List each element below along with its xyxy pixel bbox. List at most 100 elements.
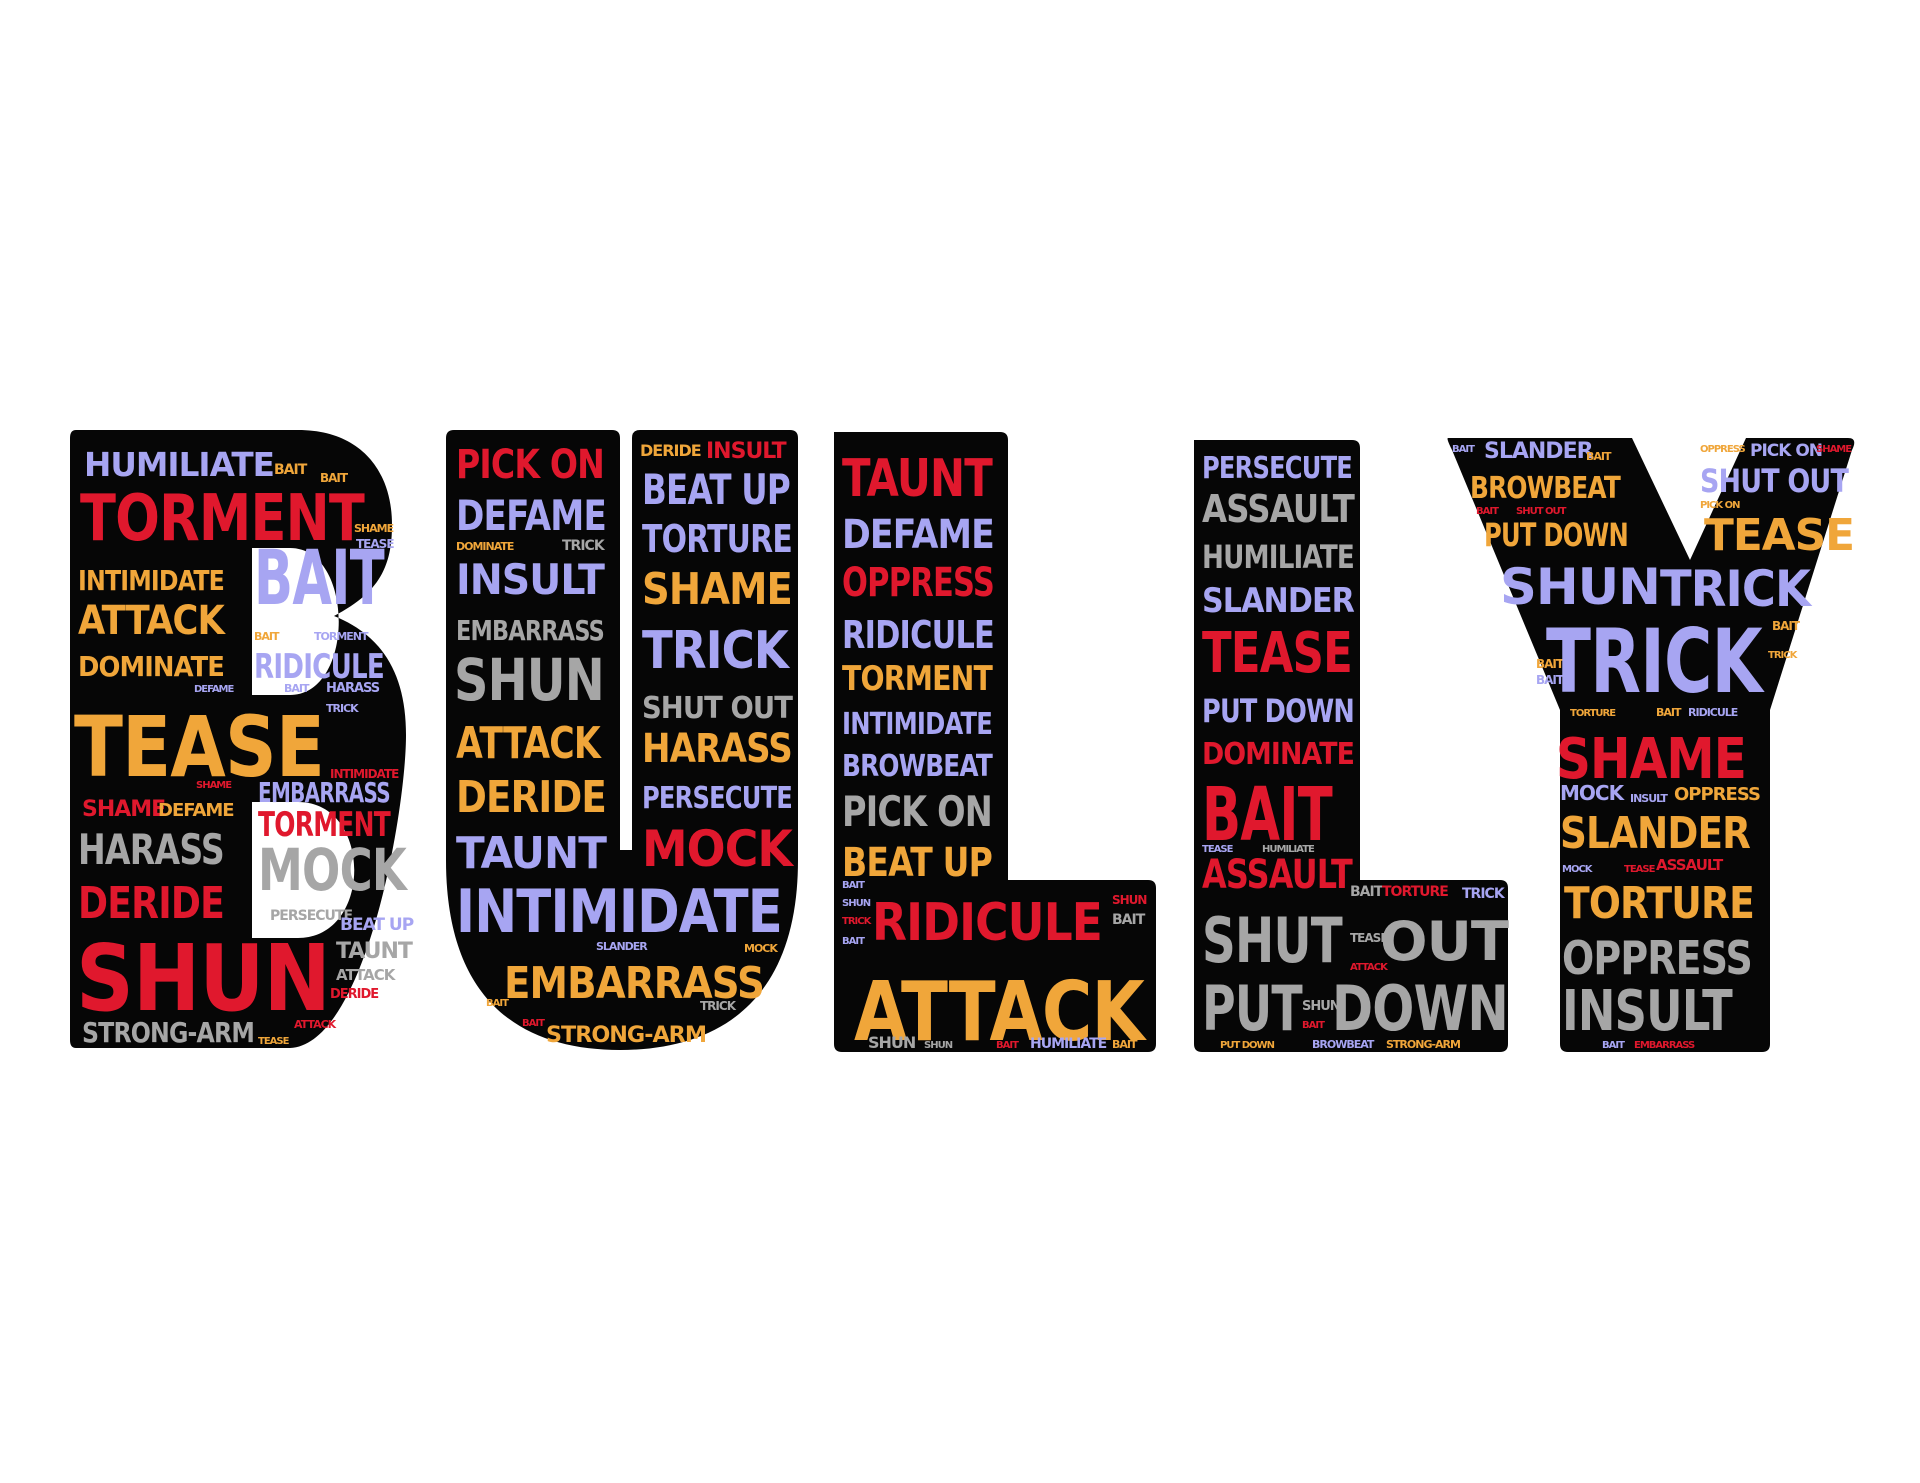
word-label: TAUNT	[336, 939, 413, 964]
word-label: SLANDER	[596, 940, 648, 953]
word-label: SHUN	[924, 1040, 953, 1051]
word-label: TRICK	[642, 621, 790, 681]
word-label: TRICK	[326, 702, 359, 715]
word-label: SHUT OUT	[1700, 462, 1849, 500]
letter-b-shape	[70, 430, 406, 1048]
word-label: TRICK	[700, 999, 737, 1013]
word-label: EMBARRASS	[258, 776, 390, 809]
word-label: PUT DOWN	[1202, 692, 1354, 730]
word-label: DOWN	[1332, 972, 1508, 1045]
word-label: BAIT	[1350, 884, 1384, 900]
word-label: SHUN	[1112, 893, 1146, 907]
word-label: INSULT	[1562, 979, 1733, 1044]
word-label: PICK ON	[842, 787, 992, 836]
word-label: MOCK	[744, 942, 778, 955]
word-label: BAIT	[486, 998, 509, 1009]
word-label: SHAME	[196, 780, 232, 791]
word-label: SLANDER	[1484, 439, 1594, 464]
word-label: DERIDE	[330, 987, 378, 1002]
word-label: BAIT	[1476, 506, 1499, 517]
word-label: BAIT	[284, 682, 310, 695]
word-label: SHAME	[354, 522, 394, 535]
word-label: TORTURE	[1564, 878, 1754, 929]
word-label: TORMENT	[314, 630, 369, 643]
word-label: TEASE	[1704, 510, 1854, 561]
word-label: OPPRESS	[1562, 931, 1752, 985]
word-label: TORMENT	[842, 659, 994, 699]
word-label: BAIT	[1602, 1040, 1625, 1051]
word-label: TEASE	[1624, 864, 1656, 875]
word-label: TORTURE	[1382, 884, 1448, 900]
word-label: BROWBEAT	[842, 749, 993, 784]
word-label: OPPRESS	[842, 560, 994, 606]
word-label: BAIT	[1112, 1038, 1138, 1051]
word-label: BAIT	[254, 533, 385, 622]
word-label: ATTACK	[336, 966, 397, 984]
word-label: MOCK	[258, 836, 408, 904]
word-label: DOMINATE	[456, 540, 514, 553]
word-label: MOCK	[1560, 781, 1626, 805]
word-label: BAIT	[1452, 444, 1475, 455]
word-label: SHUT OUT	[1516, 506, 1567, 517]
word-label: SHUT	[1202, 904, 1343, 977]
word-label: DEFAME	[456, 491, 606, 540]
word-label: HARASS	[642, 726, 792, 772]
word-label: DEFAME	[194, 684, 235, 695]
word-label: SHUN	[1302, 999, 1340, 1014]
word-label: RIDICULE	[254, 647, 384, 687]
word-label: TORMENT	[258, 805, 391, 845]
word-label: SLANDER	[1202, 581, 1355, 621]
word-label: ATTACK	[294, 1018, 337, 1031]
word-label: MOCK	[642, 820, 795, 878]
word-label: INTIMIDATE	[456, 877, 782, 947]
word-label: STRONG-ARM	[82, 1016, 254, 1049]
word-label: SHAME	[82, 797, 165, 822]
word-label: BAIT	[842, 936, 865, 947]
word-label: PUT	[1202, 972, 1303, 1045]
word-label: TRICK	[562, 538, 606, 554]
word-label: PICK ON	[456, 442, 604, 488]
letter-u-shape	[446, 430, 798, 1050]
word-label: DERIDE	[640, 441, 701, 460]
word-label: HARASS	[78, 825, 224, 874]
word-label: PUT DOWN	[1220, 1040, 1275, 1051]
word-label: INSULT	[706, 439, 787, 464]
word-label: MOCK	[1562, 864, 1594, 875]
word-label: ATTACK	[854, 965, 1148, 1060]
word-label: ASSAULT	[1202, 852, 1353, 898]
word-label: DEFAME	[158, 800, 234, 821]
word-label: BAIT	[842, 880, 865, 891]
word-label: HUMILIATE	[1030, 1036, 1107, 1052]
word-label: BAIT	[1536, 657, 1565, 671]
word-label: INSULT	[456, 555, 605, 604]
word-label: TORTURE	[642, 517, 792, 561]
word-label: SHUN	[842, 898, 871, 909]
word-label: PERSECUTE	[1202, 451, 1352, 486]
word-label: TRICK	[1768, 650, 1799, 661]
word-label: BAIT	[1586, 450, 1612, 463]
word-label: BAIT	[996, 1040, 1019, 1051]
letter-l2-shape	[1194, 440, 1508, 1052]
word-label: BAIT	[1772, 619, 1801, 633]
word-label: STRONG-ARM	[1386, 1038, 1460, 1051]
word-label: BAIT	[1112, 912, 1146, 928]
word-label: TRICK	[1462, 886, 1506, 902]
word-label: BAIT	[320, 471, 349, 485]
word-label: OPPRESS	[1700, 444, 1745, 455]
word-label: RIDICULE	[842, 613, 994, 657]
word-label: OPPRESS	[1674, 784, 1760, 805]
word-label: TAUNT	[842, 449, 993, 509]
word-label: STRONG-ARM	[546, 1023, 706, 1048]
word-label: EMBARRASS	[456, 614, 604, 647]
word-label: SHAME	[642, 564, 792, 615]
word-label: BAIT	[274, 462, 308, 478]
letter-1-words: HUMILIATE BAIT BAITTORMENTSHAMETEASEINTIMI…	[74, 445, 415, 1049]
word-label: PICK ON	[1750, 441, 1822, 461]
word-label: OUT	[1380, 910, 1509, 973]
word-label: BAIT	[522, 1018, 545, 1029]
word-label: EMBARRASS	[1634, 1040, 1695, 1051]
word-label: TORTURE	[1570, 708, 1616, 719]
